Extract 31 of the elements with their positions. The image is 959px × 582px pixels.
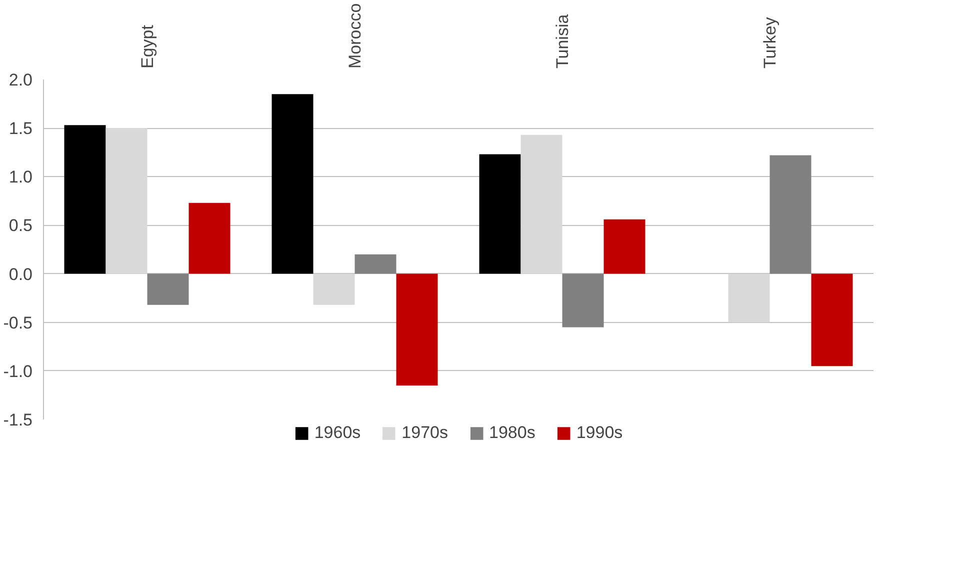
y-tick-label: 1.0 xyxy=(8,168,33,187)
x-tick-label: Tunisia xyxy=(552,14,572,68)
x-tick-label: Turkey xyxy=(760,16,780,68)
bar xyxy=(188,202,230,274)
bar xyxy=(604,219,646,274)
y-tick-label: 2.0 xyxy=(8,70,33,90)
bar xyxy=(479,154,521,274)
bar xyxy=(106,128,148,274)
legend-label: 1960s xyxy=(314,423,361,443)
y-tick-label: -1.0 xyxy=(3,362,33,381)
bar xyxy=(313,274,355,305)
legend-label: 1970s xyxy=(402,423,448,443)
bar xyxy=(811,274,853,366)
y-tick-label: 0.5 xyxy=(8,216,33,236)
x-tick-label: Egypt xyxy=(138,24,157,68)
x-tick-label: Morocco xyxy=(345,3,364,68)
bar xyxy=(354,254,396,274)
y-tick-label: -0.5 xyxy=(3,313,33,332)
legend-label: 1990s xyxy=(576,423,623,443)
y-tick-label: 0.0 xyxy=(8,264,33,284)
bar xyxy=(728,274,770,322)
bar xyxy=(272,94,314,274)
bar xyxy=(770,155,812,274)
legend-label: 1980s xyxy=(489,423,536,443)
bar xyxy=(147,274,189,305)
bar xyxy=(396,274,438,386)
y-tick-label: 1.5 xyxy=(8,119,33,138)
bar xyxy=(64,125,106,274)
bar xyxy=(562,274,604,328)
bar xyxy=(520,134,562,274)
y-tick-label: -1.5 xyxy=(3,410,33,430)
